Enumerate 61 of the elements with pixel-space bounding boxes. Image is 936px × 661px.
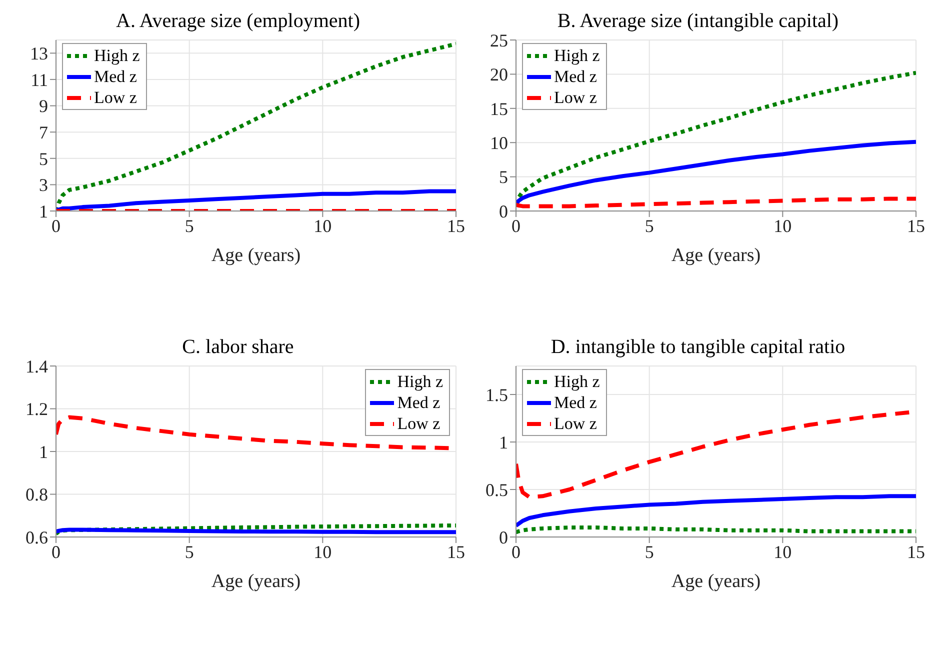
x-tick-label: 5 xyxy=(644,542,654,562)
y-tick-label: 1.4 xyxy=(26,356,48,376)
line-series xyxy=(516,494,916,528)
line-series xyxy=(516,196,916,208)
legend-label: Low z xyxy=(397,414,440,434)
x-tick-label: 10 xyxy=(774,542,792,562)
y-tick-label: 25 xyxy=(490,30,508,50)
y-tick-label: 5 xyxy=(499,167,508,188)
legend-label: Low z xyxy=(94,88,137,108)
legend-label: Low z xyxy=(554,88,597,108)
y-tick-label: 15 xyxy=(490,98,508,119)
x-tick-label: 0 xyxy=(512,216,520,236)
legend-label: High z xyxy=(554,372,600,392)
x-axis-title: Age (years) xyxy=(671,571,761,592)
y-tick-label: 0 xyxy=(499,527,508,548)
chart-title: B. Average size (intangible capital) xyxy=(557,10,839,32)
x-tick-label: 10 xyxy=(314,216,332,236)
x-axis-title: Age (years) xyxy=(211,245,301,266)
x-tick-label: 0 xyxy=(52,216,60,236)
x-axis-title: Age (years) xyxy=(211,571,301,592)
legend-label: Low z xyxy=(554,414,597,434)
legend-label: High z xyxy=(94,46,140,66)
legend-label: Med z xyxy=(94,66,137,86)
legend-label: Med z xyxy=(397,392,440,412)
y-tick-label: 1.2 xyxy=(26,399,48,420)
x-tick-label: 5 xyxy=(184,216,194,236)
chart-title: D. intangible to tangible capital ratio xyxy=(550,335,846,360)
x-tick-label: 0 xyxy=(512,542,520,562)
y-tick-label: 1 xyxy=(39,442,48,462)
y-tick-label: 13 xyxy=(30,44,48,64)
y-tick-label: 0.6 xyxy=(26,527,48,548)
x-tick-label: 0 xyxy=(52,542,60,562)
x-tick-label: 15 xyxy=(907,216,925,236)
x-tick-label: 10 xyxy=(314,542,332,562)
y-tick-label: 0.5 xyxy=(486,480,508,500)
y-tick-label: 9 xyxy=(39,96,48,116)
line-series xyxy=(516,140,916,206)
y-tick-label: 0.8 xyxy=(26,484,48,505)
y-tick-label: 11 xyxy=(30,70,48,90)
x-tick-label: 15 xyxy=(447,542,465,562)
y-tick-label: 1 xyxy=(39,201,48,222)
x-tick-label: 15 xyxy=(907,542,925,562)
x-tick-label: 5 xyxy=(184,542,194,562)
legend-label: Med z xyxy=(554,392,597,412)
y-tick-label: 10 xyxy=(490,132,508,153)
y-tick-label: 20 xyxy=(490,64,508,85)
x-axis-title: Age (years) xyxy=(671,245,761,266)
x-tick-label: 15 xyxy=(447,216,465,236)
chart-title: C. labor share xyxy=(182,336,294,358)
y-tick-label: 3 xyxy=(39,175,48,196)
legend-label: High z xyxy=(397,372,443,392)
y-tick-label: 7 xyxy=(39,122,48,142)
y-tick-label: 1.5 xyxy=(486,384,508,405)
y-tick-label: 0 xyxy=(499,201,508,222)
x-tick-label: 5 xyxy=(644,216,654,236)
legend-label: Med z xyxy=(554,66,597,86)
y-tick-label: 1 xyxy=(499,432,508,452)
chart-title: A. Average size (employment) xyxy=(115,9,361,34)
y-tick-label: 5 xyxy=(39,148,48,169)
legend-label: High z xyxy=(554,46,600,66)
x-tick-label: 10 xyxy=(774,216,792,236)
